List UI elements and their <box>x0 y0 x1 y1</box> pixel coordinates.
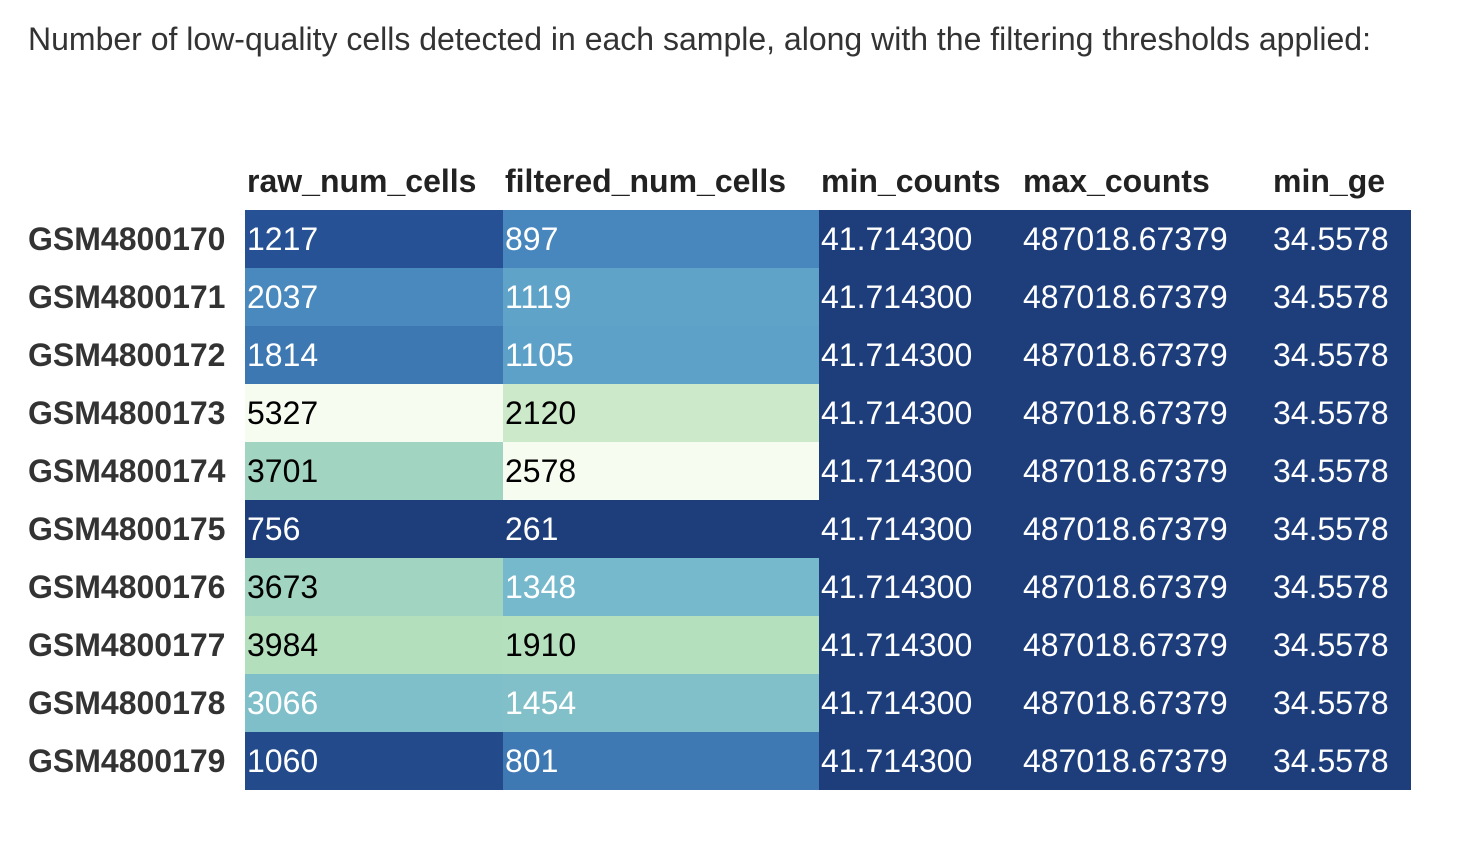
heatmap-table-container: raw_num_cells filtered_num_cells min_cou… <box>22 152 1419 790</box>
cell-raw-num-cells: 2037 <box>245 268 503 326</box>
cell-filtered-num-cells: 2120 <box>503 384 819 442</box>
column-header-raw-num-cells: raw_num_cells <box>245 152 503 210</box>
cell-max-counts: 487018.67379 <box>1021 500 1271 558</box>
cell-max-counts: 487018.67379 <box>1021 616 1271 674</box>
cell-min-counts: 41.714300 <box>819 500 1021 558</box>
cell-max-counts: 487018.67379 <box>1021 384 1271 442</box>
cell-max-counts: 487018.67379 <box>1021 442 1271 500</box>
cell-max-counts: 487018.67379 <box>1021 674 1271 732</box>
row-label-sample: GSM4800170 <box>22 210 245 268</box>
cell-max-counts: 487018.67379 <box>1021 210 1271 268</box>
cell-raw-num-cells: 756 <box>245 500 503 558</box>
table-row: GSM4800177 3984 1910 41.714300 487018.67379 3… <box>22 616 1411 674</box>
table-row: GSM4800173 5327 2120 41.714300 487018.67379 3… <box>22 384 1411 442</box>
table-caption: Number of low-quality cells detected in … <box>28 21 1371 57</box>
row-label-sample: GSM4800179 <box>22 732 245 790</box>
cell-filtered-num-cells: 1910 <box>503 616 819 674</box>
header-row: raw_num_cells filtered_num_cells min_cou… <box>22 152 1411 210</box>
column-header-min-genes: min_ge <box>1271 152 1411 210</box>
cell-min-genes: 34.5578 <box>1271 500 1411 558</box>
table-row: GSM4800170 1217 897 41.714300 487018.67379 34… <box>22 210 1411 268</box>
table-row: GSM4800179 1060 801 41.714300 487018.67379 34… <box>22 732 1411 790</box>
cell-max-counts: 487018.67379 <box>1021 732 1271 790</box>
table-row: GSM4800174 3701 2578 41.714300 487018.67379 3… <box>22 442 1411 500</box>
row-label-sample: GSM4800176 <box>22 558 245 616</box>
row-label-sample: GSM4800174 <box>22 442 245 500</box>
cell-filtered-num-cells: 1454 <box>503 674 819 732</box>
cell-min-genes: 34.5578 <box>1271 732 1411 790</box>
cell-raw-num-cells: 1217 <box>245 210 503 268</box>
column-header-min-counts: min_counts <box>819 152 1021 210</box>
row-label-sample: GSM4800177 <box>22 616 245 674</box>
cell-min-genes: 34.5578 <box>1271 326 1411 384</box>
cell-min-counts: 41.714300 <box>819 384 1021 442</box>
cell-min-counts: 41.714300 <box>819 558 1021 616</box>
cell-min-genes: 34.5578 <box>1271 558 1411 616</box>
cell-raw-num-cells: 3984 <box>245 616 503 674</box>
cell-min-genes: 34.5578 <box>1271 674 1411 732</box>
table-row: GSM4800176 3673 1348 41.714300 487018.67379 3… <box>22 558 1411 616</box>
table-body: GSM4800170 1217 897 41.714300 487018.67379 34… <box>22 210 1411 790</box>
cell-raw-num-cells: 3701 <box>245 442 503 500</box>
row-label-sample: GSM4800173 <box>22 384 245 442</box>
cell-raw-num-cells: 1814 <box>245 326 503 384</box>
cell-max-counts: 487018.67379 <box>1021 268 1271 326</box>
cell-max-counts: 487018.67379 <box>1021 558 1271 616</box>
cell-min-genes: 34.5578 <box>1271 442 1411 500</box>
cell-filtered-num-cells: 1105 <box>503 326 819 384</box>
cell-min-counts: 41.714300 <box>819 268 1021 326</box>
cell-min-genes: 34.5578 <box>1271 268 1411 326</box>
cell-min-counts: 41.714300 <box>819 210 1021 268</box>
cell-min-counts: 41.714300 <box>819 326 1021 384</box>
row-label-sample: GSM4800171 <box>22 268 245 326</box>
cell-raw-num-cells: 5327 <box>245 384 503 442</box>
table-row: GSM4800171 2037 1119 41.714300 487018.67379 3… <box>22 268 1411 326</box>
cell-min-genes: 34.5578 <box>1271 384 1411 442</box>
cell-filtered-num-cells: 801 <box>503 732 819 790</box>
row-label-sample: GSM4800172 <box>22 326 245 384</box>
cell-min-counts: 41.714300 <box>819 442 1021 500</box>
cell-raw-num-cells: 1060 <box>245 732 503 790</box>
cell-max-counts: 487018.67379 <box>1021 326 1271 384</box>
row-label-sample: GSM4800178 <box>22 674 245 732</box>
cell-filtered-num-cells: 1119 <box>503 268 819 326</box>
cell-filtered-num-cells: 2578 <box>503 442 819 500</box>
cell-filtered-num-cells: 897 <box>503 210 819 268</box>
cell-min-counts: 41.714300 <box>819 674 1021 732</box>
table-row: GSM4800172 1814 1105 41.714300 487018.67379 3… <box>22 326 1411 384</box>
cell-min-counts: 41.714300 <box>819 732 1021 790</box>
cell-min-counts: 41.714300 <box>819 616 1021 674</box>
row-label-sample: GSM4800175 <box>22 500 245 558</box>
heatmap-table: raw_num_cells filtered_num_cells min_cou… <box>22 152 1411 790</box>
index-header <box>22 152 245 210</box>
table-row: GSM4800175 756 261 41.714300 487018.67379 34.… <box>22 500 1411 558</box>
column-header-max-counts: max_counts <box>1021 152 1271 210</box>
table-row: GSM4800178 3066 1454 41.714300 487018.67379 3… <box>22 674 1411 732</box>
cell-filtered-num-cells: 1348 <box>503 558 819 616</box>
cell-min-genes: 34.5578 <box>1271 210 1411 268</box>
cell-raw-num-cells: 3673 <box>245 558 503 616</box>
cell-min-genes: 34.5578 <box>1271 616 1411 674</box>
cell-raw-num-cells: 3066 <box>245 674 503 732</box>
cell-filtered-num-cells: 261 <box>503 500 819 558</box>
column-header-filtered-num-cells: filtered_num_cells <box>503 152 819 210</box>
